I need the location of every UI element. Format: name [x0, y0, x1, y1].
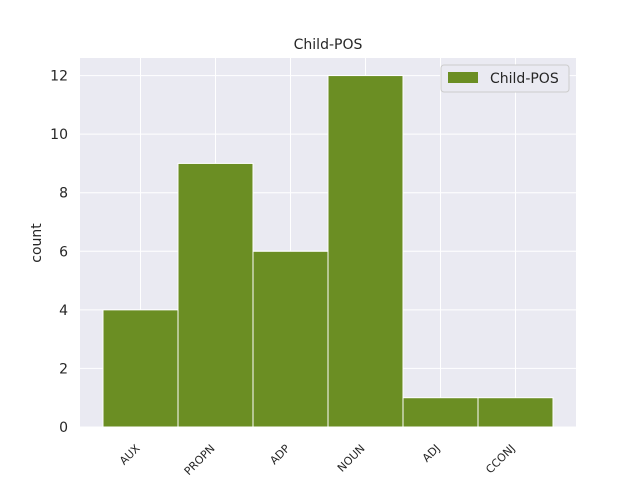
- bars: [102, 75, 554, 428]
- y-tick-label: 12: [50, 69, 68, 85]
- legend: Child-POS: [440, 64, 570, 93]
- y-tick-label: 4: [59, 303, 68, 319]
- legend-label: Child-POS: [490, 71, 559, 87]
- chart-title: Child-POS: [294, 37, 363, 53]
- y-tick-label: 8: [59, 186, 68, 202]
- y-tick-label: 0: [59, 420, 68, 436]
- x-axis-ticks: AUX PROPN ADP NOUN ADJ CCONJ: [117, 442, 518, 478]
- bar-propn: [177, 162, 254, 428]
- y-axis-ticks: 0 2 4 6 8 10 12: [50, 69, 68, 436]
- bar-adp: [252, 250, 329, 428]
- y-tick-label: 6: [59, 244, 68, 260]
- y-axis-label: count: [29, 223, 45, 263]
- y-tick-label: 10: [50, 127, 68, 143]
- bar-adj: [402, 397, 479, 428]
- x-tick-label: AUX: [117, 442, 143, 468]
- y-tick-label: 2: [59, 361, 68, 377]
- x-tick-label: PROPN: [182, 442, 218, 478]
- x-tick-label: ADP: [267, 442, 292, 467]
- legend-swatch: [448, 72, 478, 83]
- bar-noun: [327, 75, 404, 428]
- x-tick-label: ADJ: [420, 442, 443, 465]
- legend-box: [440, 64, 570, 93]
- x-tick-label: NOUN: [335, 442, 368, 475]
- x-tick-label: CCONJ: [483, 442, 517, 476]
- bar-aux: [102, 309, 179, 428]
- bar-cconj: [477, 397, 554, 428]
